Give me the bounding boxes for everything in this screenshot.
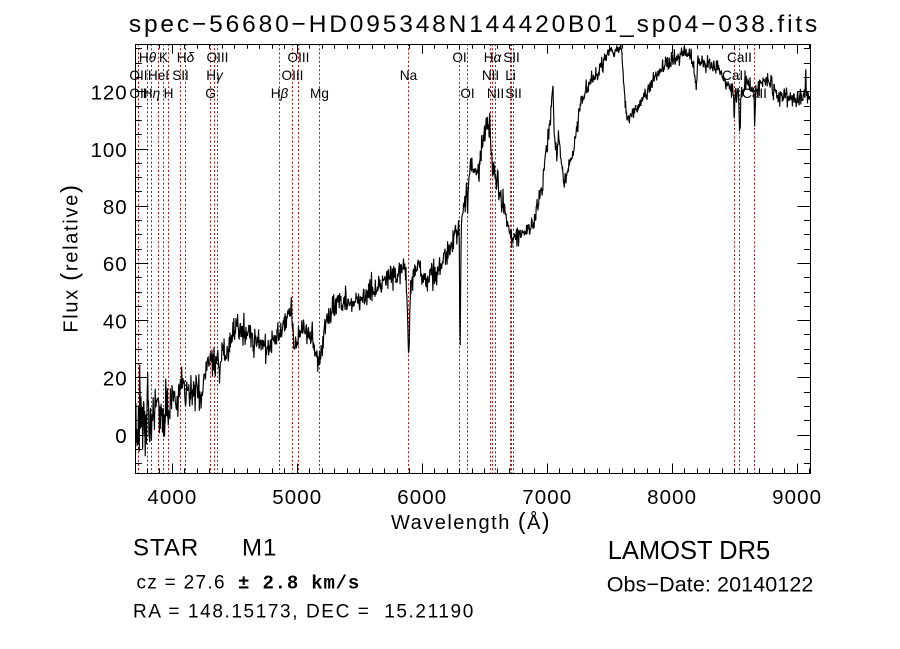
svg-text:STAR: STAR [133,535,199,562]
svg-text:Na: Na [400,68,418,83]
svg-text:60: 60 [103,253,128,276]
svg-text:OII: OII [129,86,147,101]
svg-text:M1: M1 [242,535,277,562]
svg-text:spec−56680−HD095348N144420B01_: spec−56680−HD095348N144420B01_sp04−038.f… [129,11,820,38]
svg-text:Li: Li [505,68,516,83]
svg-text:OIII: OIII [207,50,229,65]
svg-text:7000: 7000 [522,486,572,509]
svg-text:SII: SII [172,68,189,83]
svg-text:Hθ: Hθ [139,50,157,65]
svg-text:4000: 4000 [147,486,197,509]
svg-text:SII: SII [503,50,520,65]
svg-text:SII: SII [505,86,522,101]
svg-text:6000: 6000 [397,486,447,509]
svg-text:OI: OI [460,86,474,101]
svg-text:0: 0 [115,425,127,448]
svg-text:100: 100 [91,139,128,162]
svg-text:Flux (relative): Flux (relative) [57,183,84,332]
svg-text:20: 20 [103,368,128,391]
svg-text:Mg: Mg [310,86,329,101]
svg-text:CaII: CaII [722,68,747,83]
svg-text:80: 80 [103,196,128,219]
svg-text:Wavelength (Å): Wavelength (Å) [391,508,551,534]
svg-text:H: H [164,86,174,101]
svg-text:40: 40 [103,310,128,333]
svg-text:Hγ: Hγ [206,68,224,83]
svg-text:CaII: CaII [742,86,767,101]
svg-text:8000: 8000 [647,486,697,509]
svg-text:G: G [205,86,216,101]
svg-text:OIII: OIII [288,50,310,65]
svg-text:cz = 27.6 ± 2.8 km/s: cz = 27.6 ± 2.8 km/s [137,573,361,595]
svg-text:RA = 148.15173, DEC = 15.2119: RA = 148.15173, DEC = 15.21190 [133,602,475,623]
svg-text:Hα: Hα [484,50,503,65]
svg-text:9000: 9000 [772,486,822,509]
svg-text:OI: OI [452,50,466,65]
svg-text:Obs−Date: 20140122: Obs−Date: 20140122 [607,573,814,597]
svg-text:CaII: CaII [727,50,752,65]
svg-text:NII: NII [487,86,504,101]
svg-text:Hη: Hη [143,86,160,101]
svg-text:5000: 5000 [272,486,322,509]
svg-text:Hβ: Hβ [271,86,289,101]
svg-text:OII: OII [129,68,147,83]
svg-text:K: K [159,50,168,65]
svg-text:LAMOST DR5: LAMOST DR5 [608,537,771,565]
svg-text:Hδ: Hδ [177,50,195,65]
svg-text:HeI: HeI [148,68,169,83]
svg-text:NII: NII [482,68,499,83]
svg-text:OIII: OIII [282,68,304,83]
svg-text:120: 120 [91,82,128,105]
